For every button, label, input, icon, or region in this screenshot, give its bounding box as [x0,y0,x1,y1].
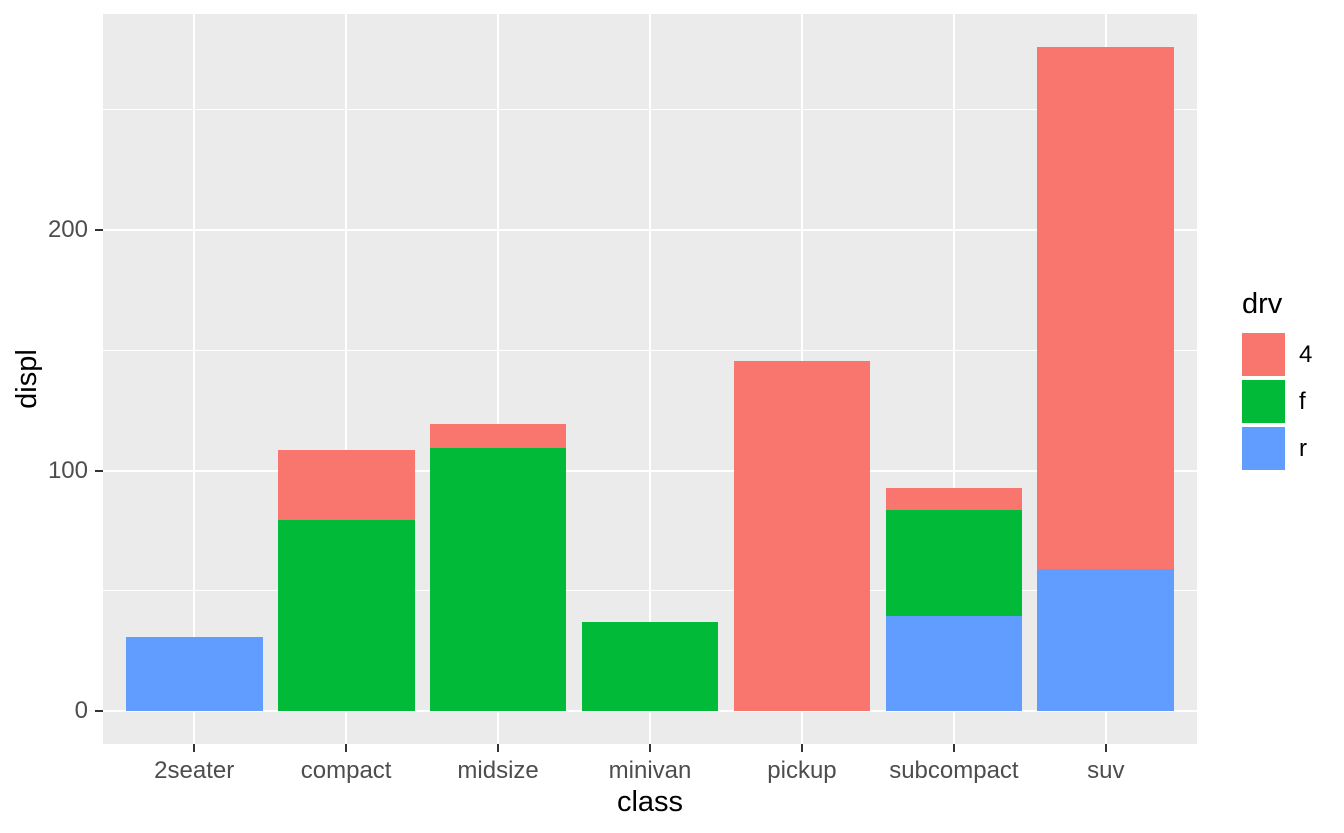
gridline-major-x-minivan [649,14,652,744]
legend-label-4: 4 [1299,340,1313,368]
bar-segment-subcompact-drv-4 [885,488,1023,510]
bar-segment-midsize-drv-4 [429,423,567,448]
bar-segment-subcompact-drv-r [885,616,1023,712]
x-tick-label-compact: compact [300,757,392,784]
bar-segment-subcompact-drv-f [885,509,1023,617]
x-axis-title: class [616,786,684,818]
bar-segment-minivan-drv-f [581,621,719,712]
legend-swatch-r [1242,427,1285,470]
x-tick-label-2seater: 2seater [154,757,235,784]
x-tick-label-minivan: minivan [608,757,692,784]
y-tick-mark-100 [95,469,103,472]
y-tick-label-100: 100 [47,456,88,484]
legend-label-f: f [1299,387,1306,415]
x-tick-mark-2seater [193,744,196,752]
legend-entry-f: f [1242,380,1312,423]
x-tick-label-subcompact: subcompact [889,757,1019,784]
x-tick-mark-subcompact [952,744,955,752]
y-tick-mark-200 [95,228,103,231]
bar-segment-suv-drv-4 [1037,46,1175,570]
x-tick-mark-midsize [497,744,500,752]
x-tick-label-suv: suv [1087,757,1125,784]
x-tick-mark-minivan [649,744,652,752]
x-tick-label-midsize: midsize [457,757,539,784]
legend-swatch-4 [1242,333,1285,376]
gridline-major-x-compact [345,14,348,744]
legend-label-r: r [1299,434,1307,462]
legend-swatch-f [1242,380,1285,423]
y-axis-title: displ [11,349,43,409]
bar-segment-midsize-drv-f [429,447,567,712]
gridline-major-x-midsize [497,14,500,744]
bar-segment-suv-drv-r [1037,569,1175,712]
legend-entry-r: r [1242,427,1312,470]
y-tick-label-200: 200 [47,215,88,243]
bar-segment-2seater-drv-r [125,637,263,712]
x-tick-label-pickup: pickup [767,757,837,784]
x-tick-mark-compact [345,744,348,752]
gridline-major-x-subcompact [952,14,955,744]
x-tick-mark-pickup [800,744,803,752]
bar-segment-pickup-drv-4 [733,360,871,712]
legend-entry-4: 4 [1242,333,1312,376]
y-tick-mark-0 [95,710,103,713]
y-tick-label-0: 0 [74,697,88,725]
legend-title: drv [1242,288,1283,320]
gridline-major-x-2seater [193,14,196,744]
x-tick-mark-suv [1104,744,1107,752]
bar-segment-compact-drv-4 [277,449,415,520]
bar-segment-compact-drv-f [277,519,415,712]
